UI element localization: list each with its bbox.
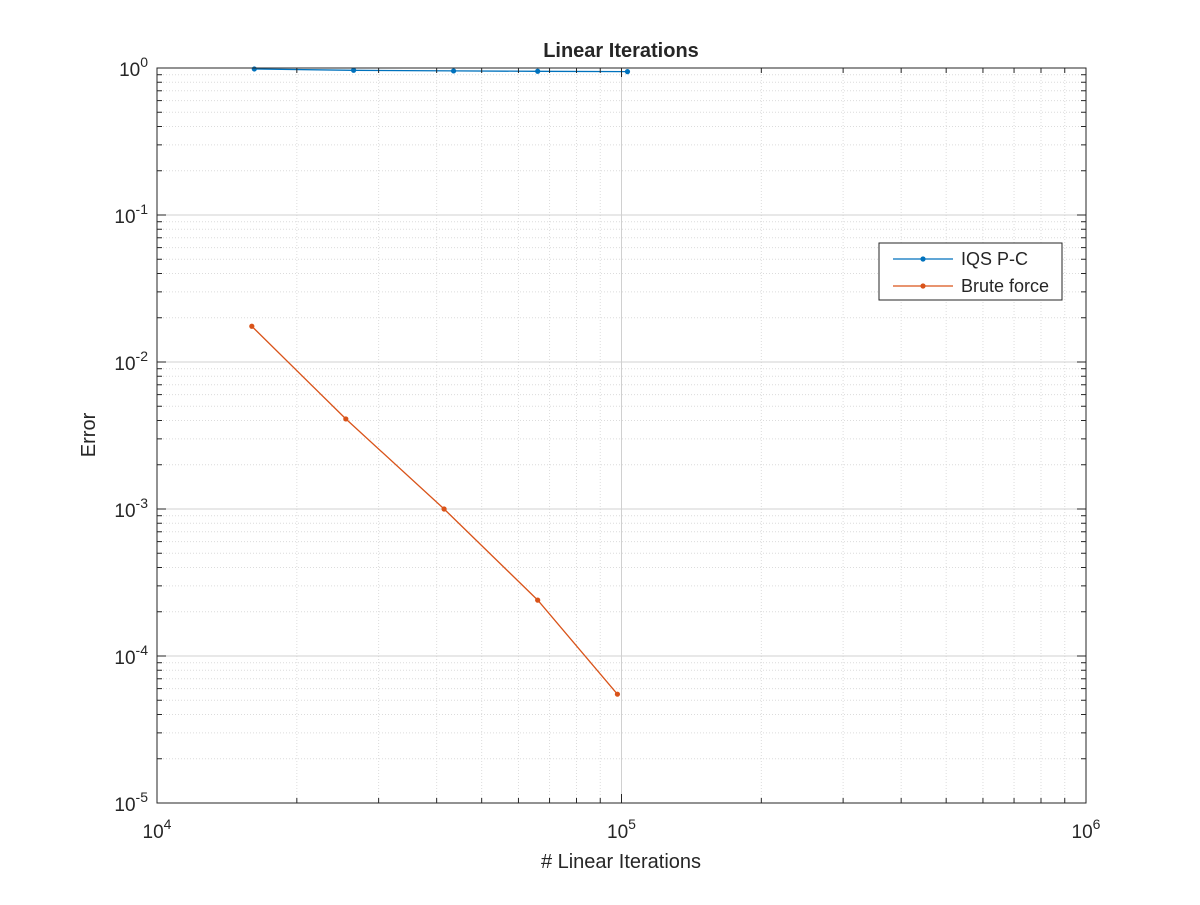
legend-marker-iqs-p-c (920, 256, 926, 262)
data-point-iqs-p-c (350, 67, 357, 73)
y-tick-label: 10-4 (114, 642, 148, 669)
tick-labels: 104 105 106 100 10-1 10-2 10-3 10-4 10-5 (114, 54, 1100, 843)
data-point-brute-force (535, 597, 541, 603)
data-point-iqs-p-c (450, 68, 457, 74)
data-point-iqs-p-c (624, 69, 631, 75)
data-point-brute-force (343, 416, 349, 422)
x-tick-label: 105 (607, 816, 636, 843)
ticks (156, 67, 1087, 804)
series-layer (249, 66, 631, 697)
x-axis-label: # Linear Iterations (541, 851, 701, 873)
data-point-iqs-p-c (535, 68, 541, 74)
y-tick-label: 10-1 (114, 201, 148, 228)
y-tick-label: 100 (119, 54, 148, 81)
y-tick-label: 10-5 (114, 789, 148, 816)
data-point-brute-force (249, 323, 255, 329)
y-tick-label: 10-3 (114, 495, 148, 522)
x-tick-label: 106 (1072, 816, 1101, 843)
x-tick-label: 104 (143, 816, 172, 843)
legend-marker-brute-force (920, 283, 926, 289)
chart-title: Linear Iterations (543, 40, 699, 62)
legend[interactable]: IQS P-C Brute force (878, 242, 1063, 301)
legend-label-brute-force: Brute force (961, 276, 1049, 296)
y-axis-label: Error (78, 412, 100, 457)
legend-label-iqs-p-c: IQS P-C (961, 249, 1028, 269)
data-point-iqs-p-c (251, 66, 257, 72)
y-tick-label: 10-2 (114, 348, 148, 375)
data-point-brute-force (614, 691, 621, 697)
legend-box (878, 242, 1063, 301)
data-point-brute-force (441, 506, 447, 512)
